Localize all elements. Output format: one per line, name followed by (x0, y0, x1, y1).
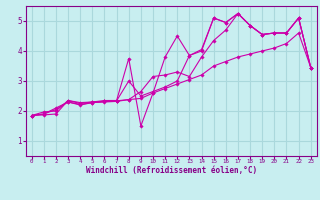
X-axis label: Windchill (Refroidissement éolien,°C): Windchill (Refroidissement éolien,°C) (86, 166, 257, 175)
